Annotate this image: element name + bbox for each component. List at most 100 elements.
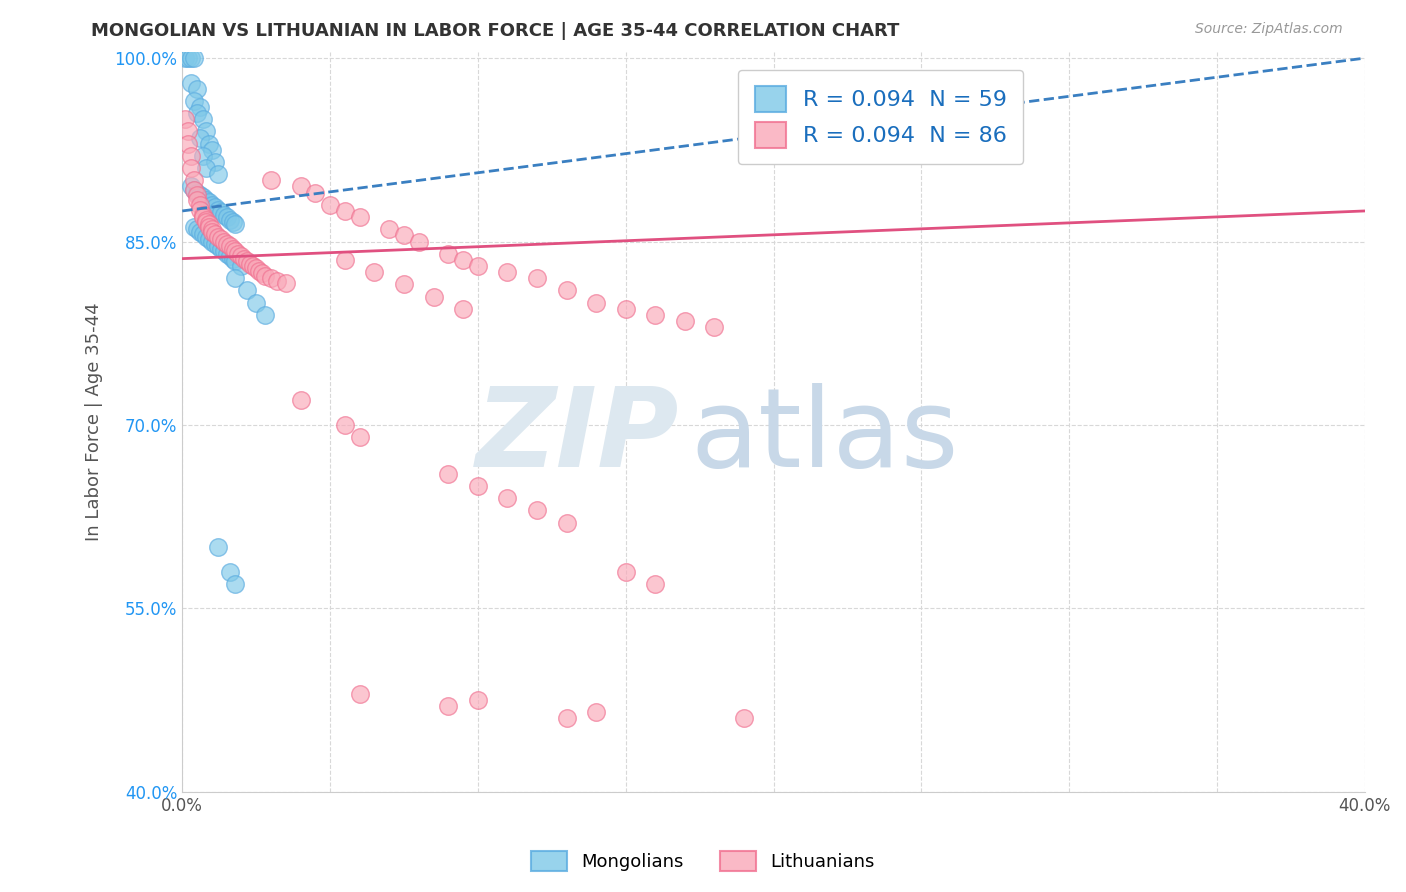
Point bbox=[378, 222, 401, 236]
Point bbox=[204, 155, 226, 169]
Point bbox=[224, 218, 246, 232]
Point bbox=[188, 130, 211, 145]
Legend: Mongolians, Lithuanians: Mongolians, Lithuanians bbox=[524, 844, 882, 879]
Point bbox=[221, 252, 243, 266]
Point bbox=[247, 264, 270, 278]
Point bbox=[209, 232, 232, 246]
Point bbox=[207, 167, 229, 181]
Point bbox=[183, 51, 205, 65]
Point bbox=[496, 265, 519, 279]
Point bbox=[183, 219, 205, 234]
Point bbox=[198, 136, 221, 151]
Point bbox=[555, 284, 578, 298]
Point bbox=[228, 246, 250, 260]
Point bbox=[236, 284, 259, 298]
Point bbox=[180, 161, 202, 176]
Point bbox=[188, 225, 211, 239]
Point bbox=[201, 235, 224, 249]
Point bbox=[467, 693, 489, 707]
Legend: R = 0.094  N = 59, R = 0.094  N = 86: R = 0.094 N = 59, R = 0.094 N = 86 bbox=[738, 70, 1024, 164]
Point bbox=[274, 276, 297, 290]
Point bbox=[221, 242, 243, 256]
Point bbox=[198, 195, 221, 210]
Point bbox=[231, 249, 253, 263]
Point bbox=[194, 212, 217, 227]
Point bbox=[215, 246, 238, 260]
Point bbox=[191, 112, 214, 127]
Point bbox=[218, 212, 240, 227]
Point bbox=[191, 190, 214, 204]
Point bbox=[212, 208, 235, 222]
Y-axis label: In Labor Force | Age 35-44: In Labor Force | Age 35-44 bbox=[86, 302, 103, 541]
Point bbox=[221, 215, 243, 229]
Point bbox=[363, 265, 385, 279]
Text: ZIP: ZIP bbox=[475, 384, 679, 490]
Point bbox=[392, 277, 415, 292]
Point bbox=[703, 320, 725, 334]
Text: Source: ZipAtlas.com: Source: ZipAtlas.com bbox=[1195, 22, 1343, 37]
Point bbox=[186, 222, 208, 236]
Point bbox=[188, 202, 211, 217]
Point bbox=[177, 51, 200, 65]
Point bbox=[201, 222, 224, 236]
Text: MONGOLIAN VS LITHUANIAN IN LABOR FORCE | AGE 35-44 CORRELATION CHART: MONGOLIAN VS LITHUANIAN IN LABOR FORCE |… bbox=[91, 22, 900, 40]
Point bbox=[496, 491, 519, 506]
Point bbox=[392, 228, 415, 243]
Point bbox=[180, 149, 202, 163]
Point bbox=[186, 186, 208, 200]
Point bbox=[224, 577, 246, 591]
Point bbox=[207, 202, 229, 217]
Point bbox=[467, 259, 489, 273]
Point bbox=[194, 193, 217, 207]
Point bbox=[177, 124, 200, 138]
Point bbox=[188, 198, 211, 212]
Point bbox=[191, 208, 214, 222]
Point bbox=[194, 229, 217, 244]
Point bbox=[437, 467, 460, 481]
Point bbox=[585, 705, 607, 719]
Point bbox=[180, 51, 202, 65]
Point bbox=[408, 235, 430, 249]
Point bbox=[212, 244, 235, 259]
Point bbox=[186, 188, 208, 202]
Point bbox=[233, 252, 256, 266]
Point bbox=[349, 687, 371, 701]
Point bbox=[254, 308, 277, 322]
Point bbox=[451, 252, 474, 267]
Text: atlas: atlas bbox=[690, 384, 959, 490]
Point bbox=[174, 51, 197, 65]
Point bbox=[245, 261, 267, 276]
Point bbox=[242, 259, 264, 273]
Point bbox=[260, 173, 283, 187]
Point bbox=[333, 252, 356, 267]
Point bbox=[218, 565, 240, 579]
Point bbox=[207, 239, 229, 253]
Point bbox=[186, 106, 208, 120]
Point bbox=[209, 205, 232, 219]
Point bbox=[191, 227, 214, 242]
Point bbox=[194, 215, 217, 229]
Point bbox=[437, 699, 460, 714]
Point bbox=[644, 308, 666, 322]
Point bbox=[186, 81, 208, 95]
Point bbox=[204, 227, 226, 242]
Point bbox=[180, 76, 202, 90]
Point bbox=[215, 236, 238, 251]
Point bbox=[198, 232, 221, 246]
Point bbox=[290, 179, 312, 194]
Point bbox=[614, 565, 637, 579]
Point bbox=[198, 218, 221, 232]
Point bbox=[555, 711, 578, 725]
Point bbox=[231, 259, 253, 273]
Point bbox=[201, 225, 224, 239]
Point bbox=[526, 503, 548, 517]
Point bbox=[333, 203, 356, 218]
Point bbox=[585, 295, 607, 310]
Point bbox=[209, 242, 232, 256]
Point bbox=[224, 244, 246, 259]
Point bbox=[183, 173, 205, 187]
Point bbox=[254, 268, 277, 283]
Point bbox=[194, 124, 217, 138]
Point bbox=[186, 193, 208, 207]
Point bbox=[673, 314, 696, 328]
